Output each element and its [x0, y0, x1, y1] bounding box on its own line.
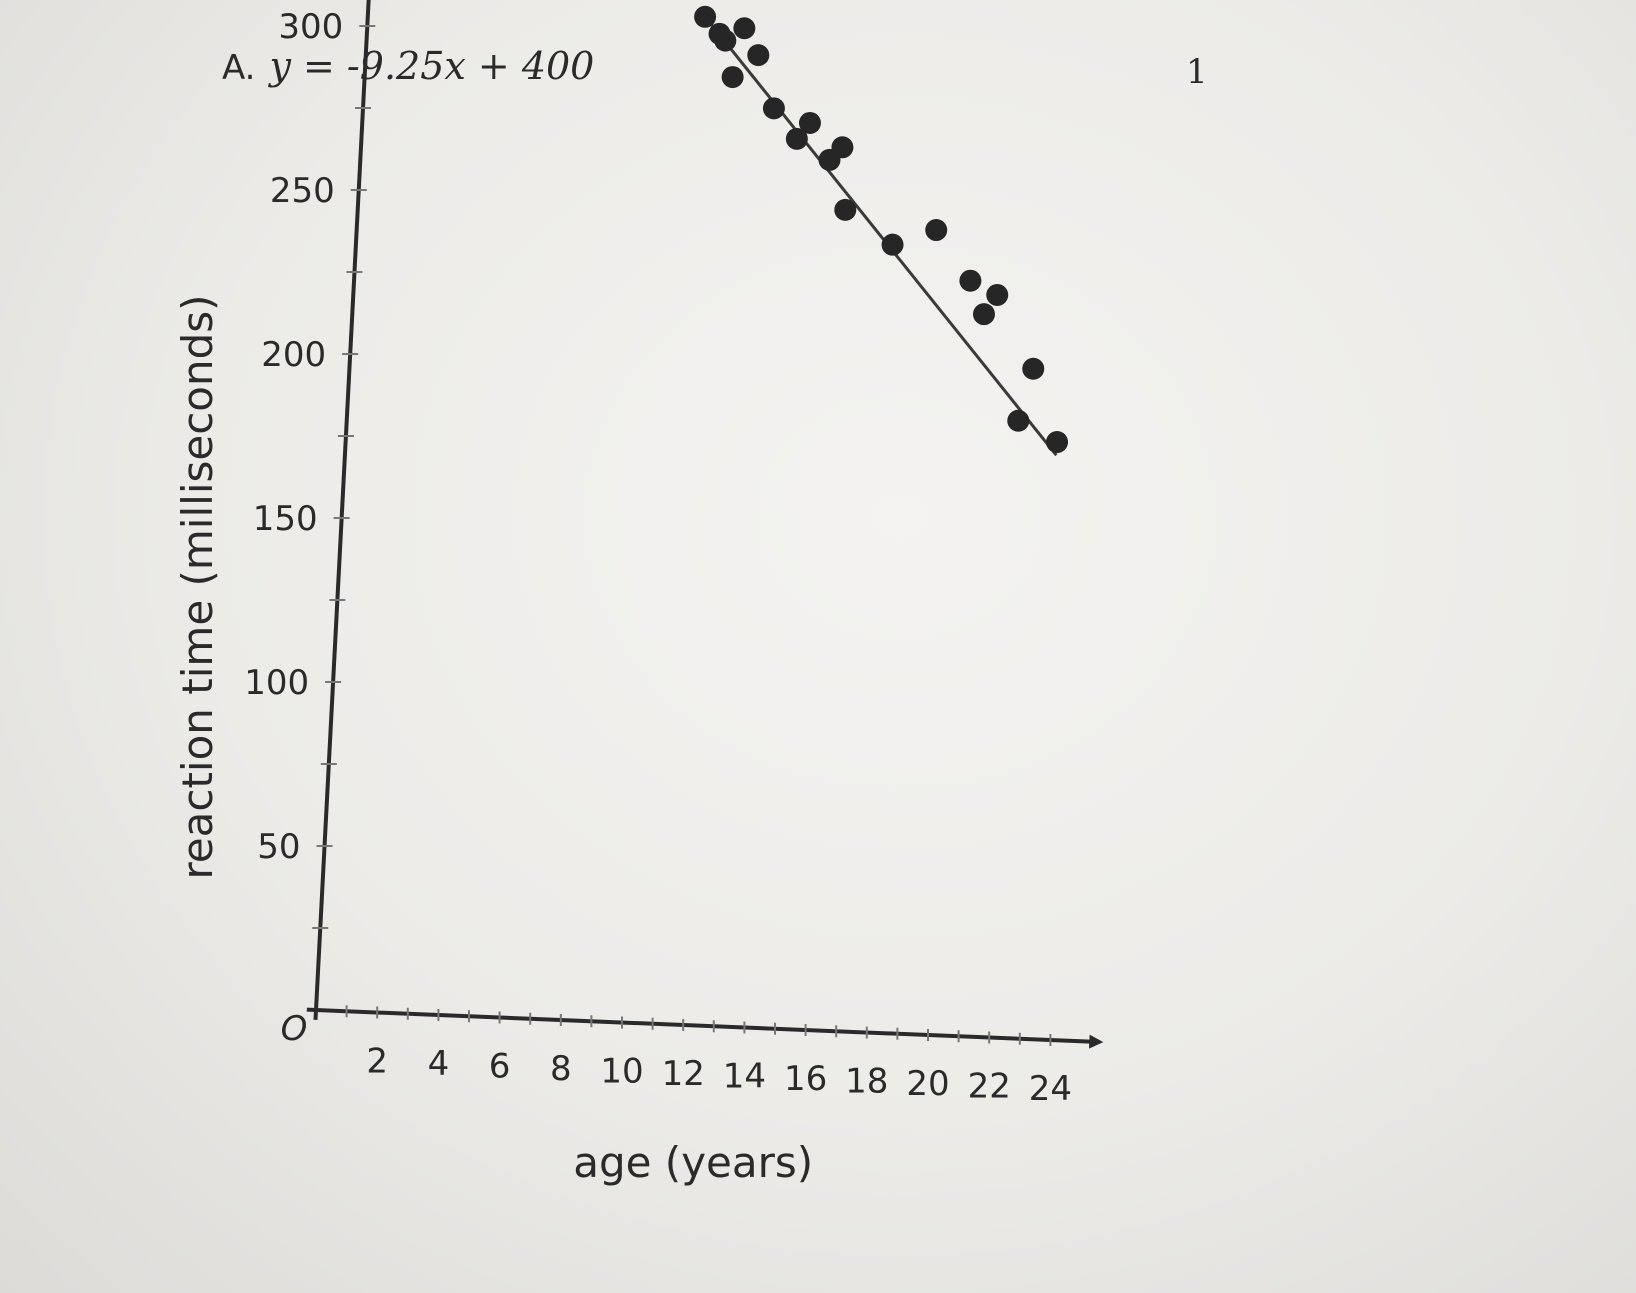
x-tick-label: 2 [366, 1042, 388, 1082]
y-axis [313, 0, 371, 1020]
point-value: 1 [1186, 52, 1208, 92]
x-tick-label: 24 [1029, 1069, 1072, 1109]
y-tick-label: 250 [270, 171, 335, 211]
x-tick-label: 22 [968, 1067, 1011, 1107]
choice-equation: y = -9.25x + 400 [269, 44, 595, 88]
tick-marks [312, 25, 1052, 1046]
data-point [721, 66, 744, 89]
data-point [798, 111, 821, 134]
data-point [747, 44, 770, 67]
y-tick-label: 300 [278, 7, 343, 47]
data-point [1046, 431, 1069, 454]
trend-line-group [703, 15, 1058, 457]
x-tick-label: 14 [723, 1057, 766, 1097]
x-axis [306, 1007, 1104, 1049]
data-point [881, 233, 904, 256]
data-point [1022, 357, 1045, 380]
y-tick-label: 150 [253, 499, 318, 539]
data-point [714, 29, 737, 52]
data-point [831, 136, 854, 159]
data-point [694, 5, 717, 28]
x-tick-label: 18 [845, 1062, 888, 1102]
data-point [834, 198, 857, 221]
data-point [785, 127, 808, 150]
y-tick-label: 100 [244, 663, 309, 703]
x-tick-label: 20 [906, 1064, 949, 1104]
data-point [972, 303, 995, 326]
y-tick-label: 50 [257, 827, 300, 867]
axes [306, 0, 1104, 1049]
data-point [762, 97, 785, 120]
trend-line [703, 15, 1058, 457]
x-tick-label: 4 [428, 1044, 450, 1084]
data-points [694, 5, 1069, 454]
y-tick-label: 200 [261, 335, 326, 375]
data-point [733, 17, 756, 40]
x-tick-label: 12 [662, 1054, 705, 1094]
tick-labels: 2468101214161820222450100150200250300350… [244, 7, 1072, 1109]
data-point [1007, 409, 1030, 432]
data-point [925, 219, 948, 242]
choice-label: A. [222, 48, 256, 88]
x-axis-title: age (years) [573, 1138, 813, 1187]
origin-label: O [281, 1009, 308, 1049]
y-axis-title: reaction time (milliseconds) [173, 294, 222, 879]
data-point [986, 283, 1009, 306]
data-point [959, 269, 982, 292]
answer-choice: A. y = -9.25x + 400 [222, 44, 594, 88]
axis-titles: age (years) reaction time (milliseconds) [173, 294, 813, 1187]
x-tick-label: 8 [550, 1049, 572, 1089]
x-tick-label: 6 [489, 1047, 511, 1087]
x-tick-label: 16 [784, 1059, 827, 1099]
x-tick-label: 10 [600, 1052, 643, 1092]
